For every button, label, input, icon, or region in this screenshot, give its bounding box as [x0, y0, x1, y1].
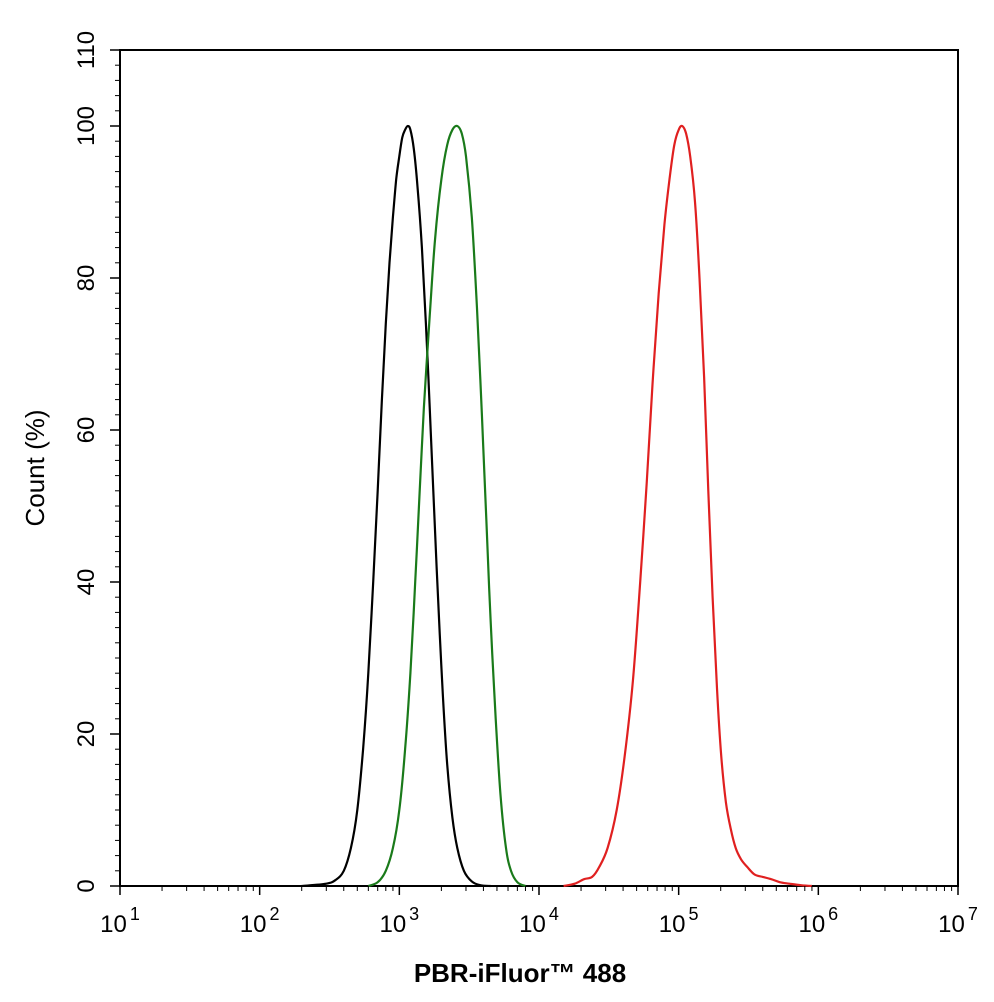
x-tick-base: 10: [659, 911, 686, 938]
y-tick-label: 80: [73, 265, 100, 292]
x-tick-exponent: 7: [968, 904, 978, 924]
x-tick-exponent: 4: [549, 904, 559, 924]
x-axis: 10 1 10 2 10 3 10 4 10 5 10 6 10 7: [100, 886, 978, 938]
plot-frame: [119, 49, 959, 887]
y-tick-label: 40: [73, 569, 100, 596]
series-layer: [301, 124, 812, 888]
x-tick-base: 10: [938, 911, 965, 938]
x-tick-label: 10 7: [938, 904, 978, 938]
y-tick-label: 110: [73, 31, 100, 69]
x-tick-exponent: 2: [270, 904, 280, 924]
y-axis-title: Count (%): [20, 409, 50, 526]
x-tick-base: 10: [519, 911, 546, 938]
x-tick-label: 10 4: [519, 904, 559, 938]
x-tick-base: 10: [100, 911, 127, 938]
x-tick-label: 10 2: [240, 904, 280, 938]
x-tick-label: 10 1: [100, 904, 140, 938]
series-line-1: [367, 124, 526, 888]
y-tick-label: 20: [73, 721, 100, 748]
y-axis: 0 20 40 60 80 100 110: [73, 31, 120, 893]
x-tick-exponent: 6: [828, 904, 838, 924]
x-tick-exponent: 1: [130, 904, 140, 924]
x-axis-title: PBR-iFluor™ 488: [414, 958, 626, 988]
x-tick-label: 10 6: [798, 904, 838, 938]
series-line-2: [563, 124, 812, 888]
x-tick-base: 10: [798, 911, 825, 938]
x-tick-label: 10 3: [379, 904, 419, 938]
x-tick-label: 10 5: [659, 904, 699, 938]
y-tick-label: 100: [73, 106, 100, 146]
x-tick-exponent: 3: [409, 904, 419, 924]
x-tick-base: 10: [379, 911, 406, 938]
x-tick-base: 10: [240, 911, 267, 938]
y-tick-label: 60: [73, 417, 100, 444]
x-tick-exponent: 5: [689, 904, 699, 924]
series-line-0: [301, 124, 491, 888]
y-tick-label: 0: [73, 879, 100, 892]
plot-area: [119, 49, 959, 888]
